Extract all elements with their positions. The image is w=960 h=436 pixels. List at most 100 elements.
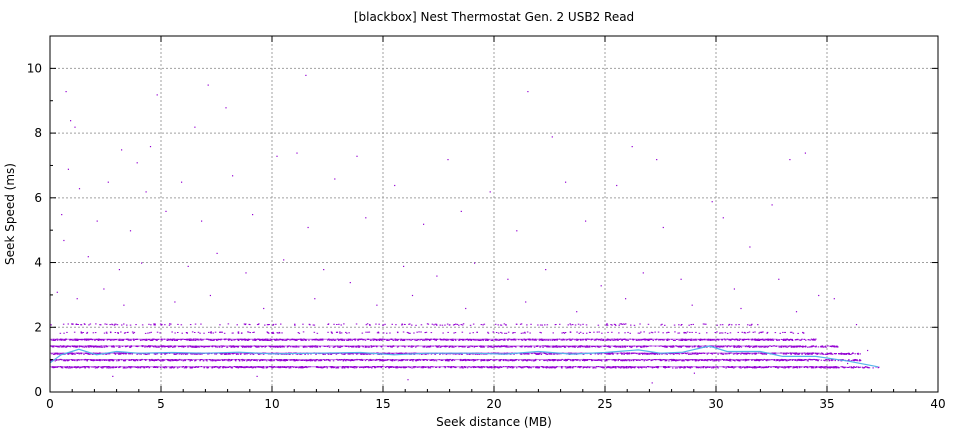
band-point — [832, 346, 834, 347]
band-point — [172, 347, 174, 348]
band-point — [571, 340, 573, 341]
band-point — [402, 340, 404, 341]
band-point — [191, 340, 193, 341]
band-point — [217, 347, 219, 348]
band-point — [842, 354, 844, 355]
band-point — [410, 340, 412, 341]
band-point — [848, 353, 850, 354]
band-point — [745, 360, 747, 361]
band-point — [763, 367, 765, 368]
band-point — [312, 347, 314, 348]
band-point — [127, 367, 128, 368]
band-point — [764, 354, 766, 355]
band-point — [242, 360, 244, 361]
band-point — [474, 347, 476, 348]
band-point — [453, 347, 455, 348]
band-point — [719, 347, 721, 348]
band-point — [404, 347, 406, 348]
band-point — [124, 360, 126, 361]
band-point — [707, 360, 709, 361]
band-point — [235, 360, 237, 361]
band-point — [573, 360, 575, 361]
band-point — [465, 360, 467, 361]
band-point — [508, 347, 510, 348]
band-point — [327, 367, 329, 368]
band-point — [337, 367, 339, 368]
band-point — [183, 347, 185, 348]
band-point — [689, 354, 691, 355]
band-point — [462, 347, 464, 348]
band-point — [260, 360, 262, 361]
band-point — [612, 354, 614, 355]
band-point — [170, 360, 172, 361]
band-point — [668, 360, 670, 361]
band-point — [569, 340, 571, 341]
band-point — [631, 347, 633, 348]
band-point — [238, 340, 240, 341]
band-point — [776, 340, 778, 341]
band-point — [488, 367, 490, 368]
band-point — [272, 367, 274, 368]
band-point — [612, 367, 614, 368]
band-point — [374, 367, 376, 368]
band-point — [579, 367, 581, 368]
band-point — [169, 367, 171, 368]
band-point — [851, 367, 853, 368]
band-point — [752, 347, 754, 348]
band-point — [284, 360, 286, 361]
band-point — [521, 367, 523, 368]
band-point — [626, 360, 628, 361]
band-point — [256, 347, 258, 348]
band-point — [715, 340, 717, 341]
band-point — [212, 367, 214, 368]
band-point — [623, 360, 625, 361]
band-point — [739, 340, 741, 341]
band-point — [329, 347, 331, 348]
band-point — [58, 346, 60, 347]
band-point — [308, 360, 310, 361]
band-point — [857, 354, 859, 355]
band-point — [340, 347, 342, 348]
band-point — [91, 346, 93, 347]
band-point — [270, 347, 272, 348]
band-point — [687, 360, 689, 361]
band-point — [215, 360, 217, 361]
band-point — [210, 360, 212, 361]
band-point — [215, 346, 217, 347]
band-point — [682, 360, 684, 361]
band-point — [586, 347, 588, 348]
band-point — [822, 347, 824, 348]
band-point — [99, 360, 101, 361]
band-point — [825, 368, 827, 369]
band-point — [365, 347, 367, 348]
band-point — [842, 366, 844, 367]
band-point — [855, 367, 857, 368]
band-point — [73, 340, 75, 341]
band-point — [368, 367, 370, 368]
band-point — [149, 367, 151, 368]
band-point — [197, 354, 199, 355]
band-point — [348, 354, 350, 355]
band-point — [294, 346, 296, 347]
band-point — [826, 359, 828, 360]
band-point — [436, 360, 438, 361]
band-point — [801, 354, 803, 355]
band-point — [190, 368, 192, 369]
band-point — [396, 367, 398, 368]
band-point — [492, 347, 494, 348]
band-point — [539, 347, 541, 348]
band-point — [355, 347, 357, 348]
band-point — [850, 354, 852, 355]
band-point — [614, 340, 616, 341]
band-point — [324, 354, 326, 355]
band-point — [839, 353, 841, 354]
band-point — [421, 367, 423, 368]
band-point — [286, 360, 288, 361]
band-point — [665, 367, 667, 368]
band-point — [79, 346, 81, 347]
band-point — [779, 360, 781, 361]
band-point — [101, 347, 103, 348]
band-point — [852, 352, 854, 353]
band-point — [733, 354, 735, 355]
band-point — [152, 360, 154, 361]
